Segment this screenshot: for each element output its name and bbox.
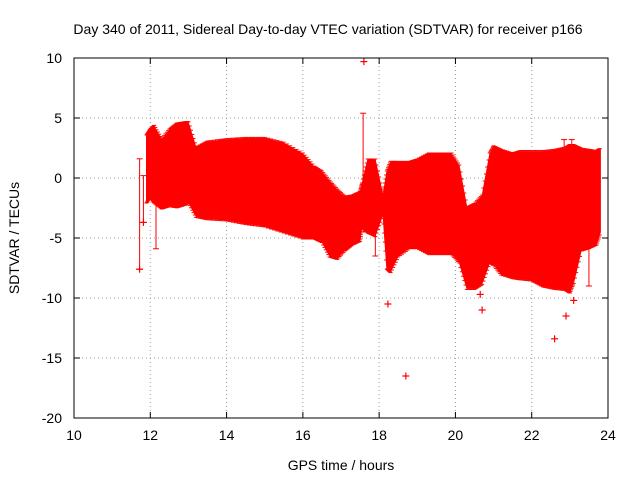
y-tick-label: -10 (42, 290, 62, 306)
y-tick-label: -20 (42, 410, 62, 426)
x-tick-label: 14 (219, 427, 235, 443)
outlier-point (478, 306, 486, 314)
axis-ticks: 10 12 14 16 18 20 22 24 10 5 0 -5 -10 -15 -20 (42, 50, 616, 443)
x-tick-label: 18 (371, 427, 387, 443)
x-tick-label: 24 (600, 427, 616, 443)
outlier-point (384, 300, 392, 308)
y-axis-label: SDTVAR / TECUs (6, 182, 22, 294)
x-tick-label: 10 (66, 427, 82, 443)
data-band (146, 122, 601, 293)
outlier-point (562, 312, 570, 320)
outlier-point (476, 290, 484, 298)
outlier-point (570, 296, 578, 304)
y-tick-label: 10 (46, 50, 62, 66)
y-tick-label: -15 (42, 350, 62, 366)
outlier-point (136, 265, 144, 273)
y-tick-label: 0 (54, 170, 62, 186)
x-tick-label: 12 (142, 427, 158, 443)
x-axis-label: GPS time / hours (288, 457, 395, 473)
outlier-point (360, 58, 368, 66)
x-tick-label: 22 (524, 427, 540, 443)
outlier-point (402, 372, 410, 380)
outlier-point (551, 335, 559, 343)
data-series (136, 58, 602, 380)
x-tick-label: 16 (295, 427, 311, 443)
outlier-point (139, 218, 147, 226)
y-tick-label: 5 (54, 110, 62, 126)
y-tick-label: -5 (50, 230, 63, 246)
chart-title: Day 340 of 2011, Sidereal Day-to-day VTE… (73, 21, 582, 37)
plot-frame (73, 57, 609, 419)
x-tick-label: 20 (448, 427, 464, 443)
